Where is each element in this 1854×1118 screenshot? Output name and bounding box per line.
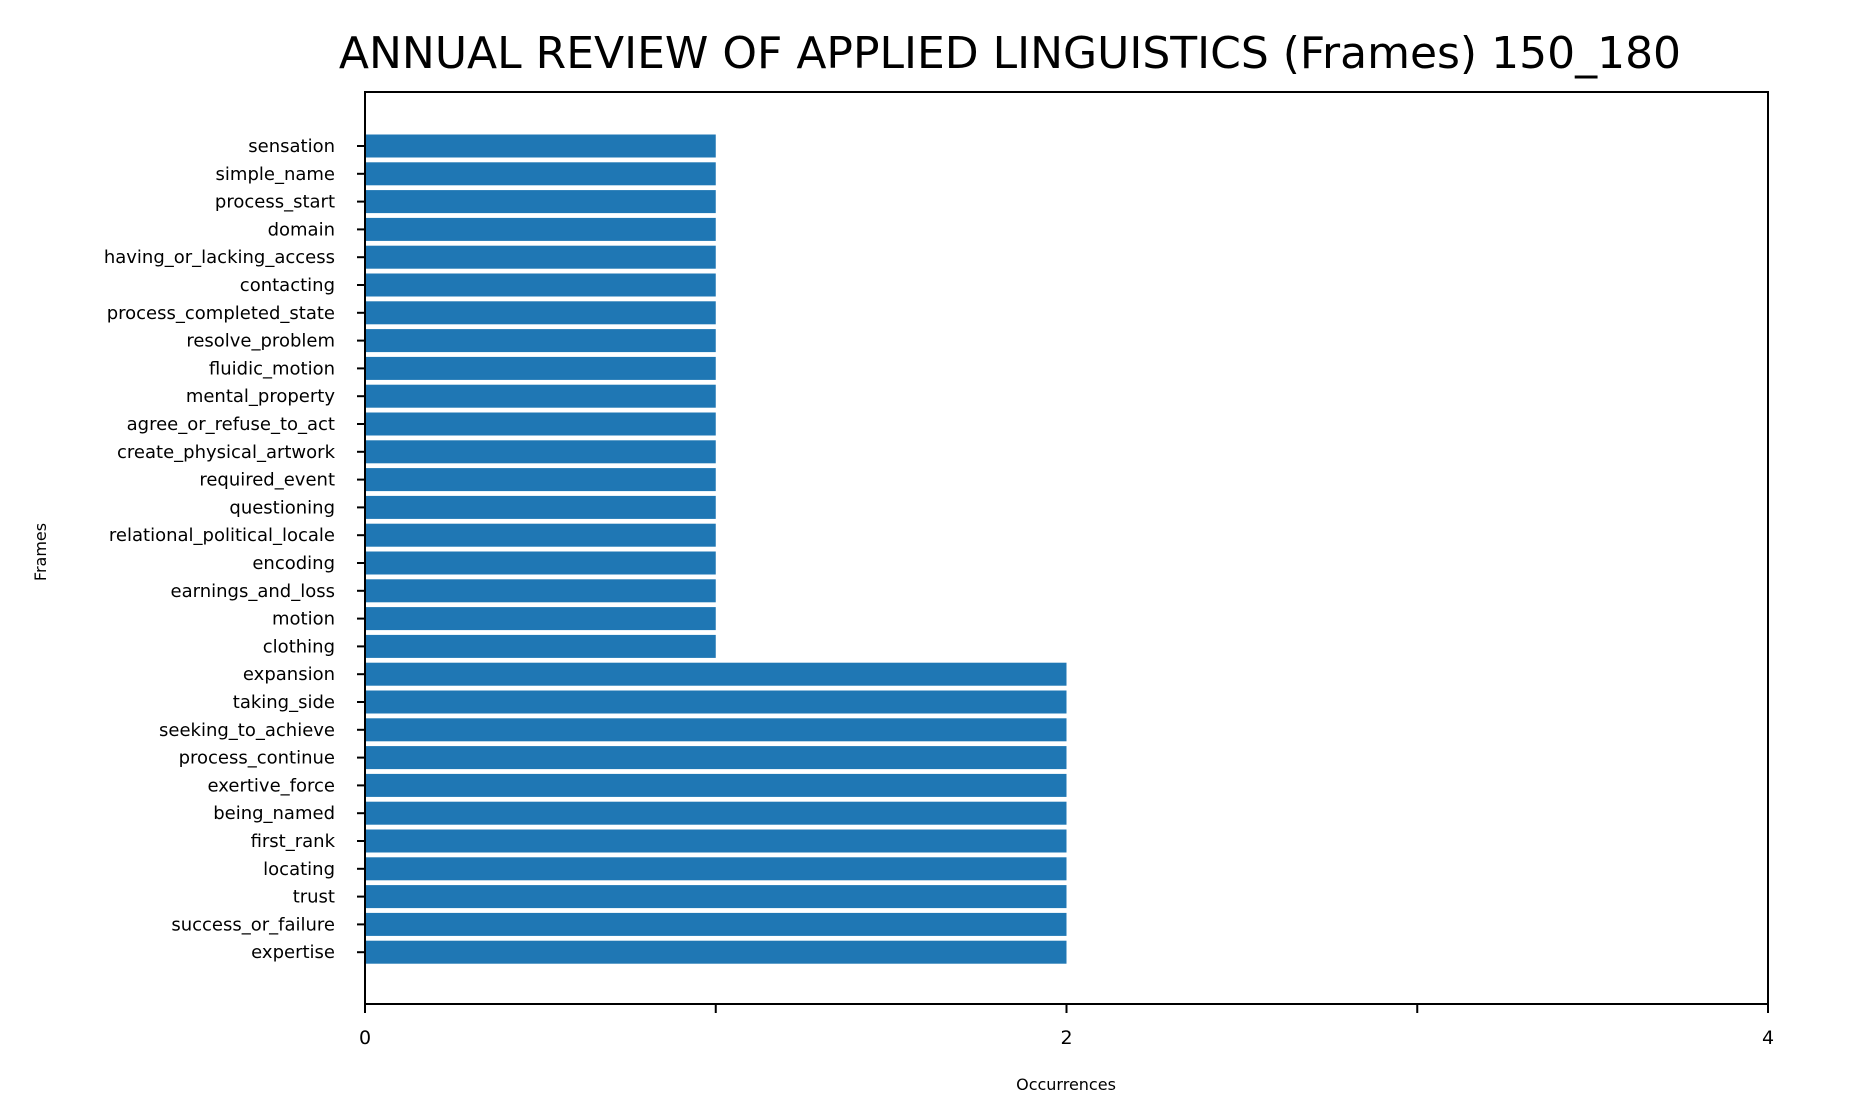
y-tick-label: trust bbox=[293, 887, 335, 908]
bar-create-physical-artwork bbox=[365, 440, 716, 464]
y-tick-label: simple_name bbox=[216, 164, 335, 185]
bar-required-event bbox=[365, 468, 716, 492]
bar-sensation bbox=[365, 134, 716, 158]
bar-agree-or-refuse-to-act bbox=[365, 412, 716, 436]
chart-title: ANNUAL REVIEW OF APPLIED LINGUISTICS (Fr… bbox=[339, 28, 1681, 79]
bar-first-rank bbox=[365, 829, 1067, 853]
y-tick-label: having_or_lacking_access bbox=[104, 247, 335, 268]
x-axis-label: Occurrences bbox=[1016, 1075, 1116, 1094]
y-tick-label: process_start bbox=[215, 192, 335, 213]
bar-earnings-and-loss bbox=[365, 579, 716, 603]
y-tick-label: relational_political_locale bbox=[109, 525, 335, 546]
bar-resolve-problem bbox=[365, 329, 716, 353]
y-tick-label: expertise bbox=[251, 942, 335, 963]
y-tick-label: first_rank bbox=[251, 831, 336, 852]
bar-simple-name bbox=[365, 162, 716, 186]
y-tick-label: agree_or_refuse_to_act bbox=[127, 414, 335, 435]
bars-group bbox=[365, 134, 1067, 964]
y-tick-label: questioning bbox=[229, 497, 335, 518]
y-tick-label: being_named bbox=[213, 803, 335, 824]
y-tick-label: sensation bbox=[248, 136, 335, 157]
y-tick-label: resolve_problem bbox=[186, 331, 335, 352]
bar-expansion bbox=[365, 662, 1067, 686]
y-tick-label: clothing bbox=[263, 636, 335, 657]
y-tick-label: exertive_force bbox=[208, 775, 335, 796]
x-tick-label: 2 bbox=[1060, 1027, 1072, 1049]
y-tick-label: success_or_failure bbox=[171, 914, 335, 935]
bar-locating bbox=[365, 857, 1067, 881]
y-tick-label: mental_property bbox=[186, 386, 336, 407]
plot-frame bbox=[364, 91, 1769, 1005]
y-tick-label: seeking_to_achieve bbox=[159, 720, 335, 741]
bar-taking-side bbox=[365, 690, 1067, 714]
y-tick-label: locating bbox=[263, 859, 335, 880]
bar-encoding bbox=[365, 551, 716, 575]
bar-fluidic-motion bbox=[365, 356, 716, 380]
bar-motion bbox=[365, 607, 716, 631]
y-tick-label: domain bbox=[268, 219, 335, 240]
bar-domain bbox=[365, 217, 716, 241]
bar-relational-political-locale bbox=[365, 523, 716, 547]
x-tick-label: 0 bbox=[359, 1027, 371, 1049]
y-tick-label: encoding bbox=[252, 553, 335, 574]
bar-clothing bbox=[365, 634, 716, 658]
y-tick-label: fluidic_motion bbox=[209, 358, 335, 379]
bar-questioning bbox=[365, 495, 716, 519]
bar-process-completed-state bbox=[365, 301, 716, 325]
bar-trust bbox=[365, 885, 1067, 909]
y-tick-label: required_event bbox=[199, 470, 335, 491]
y-tick-label: taking_side bbox=[233, 692, 335, 713]
bar-expertise bbox=[365, 940, 1067, 964]
x-axis-ticks: 0 2 4 bbox=[359, 1004, 1774, 1049]
bar-contacting bbox=[365, 273, 716, 297]
bar-having-or-lacking-access bbox=[365, 245, 716, 269]
bar-process-start bbox=[365, 190, 716, 214]
bar-being-named bbox=[365, 801, 1067, 825]
y-tick-label: expansion bbox=[243, 664, 335, 685]
x-tick-label: 4 bbox=[1762, 1027, 1774, 1049]
y-tick-label: motion bbox=[272, 609, 335, 630]
bar-process-continue bbox=[365, 746, 1067, 770]
bar-seeking-to-achieve bbox=[365, 718, 1067, 742]
y-axis-label: Frames bbox=[31, 523, 50, 581]
y-tick-label: create_physical_artwork bbox=[117, 442, 336, 463]
y-tick-label: process_continue bbox=[179, 748, 335, 769]
bar-mental-property bbox=[365, 384, 716, 408]
y-tick-label: earnings_and_loss bbox=[171, 581, 335, 602]
y-tick-label: contacting bbox=[240, 275, 335, 296]
bar-success-or-failure bbox=[365, 912, 1067, 936]
y-tick-label: process_completed_state bbox=[107, 303, 335, 324]
bar-exertive-force bbox=[365, 773, 1067, 797]
